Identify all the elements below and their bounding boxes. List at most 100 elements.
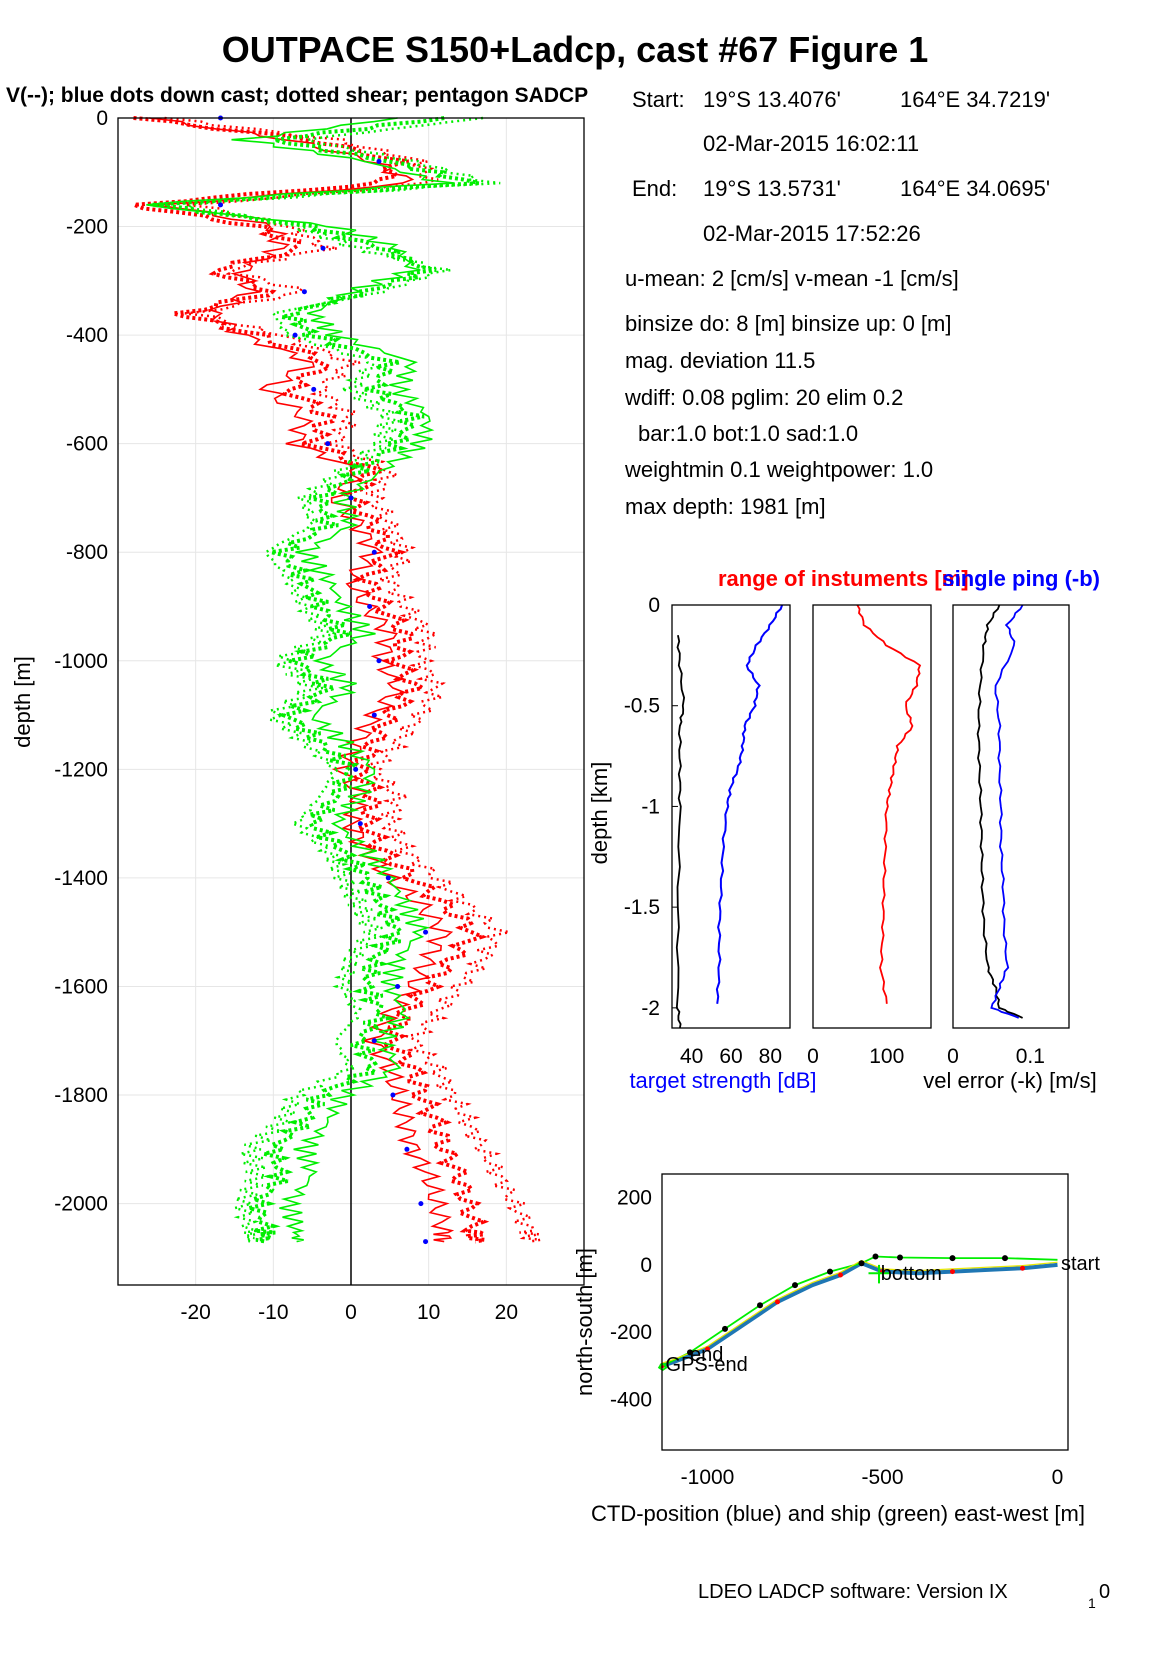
x-tick-label: -20 — [180, 1301, 210, 1324]
main-ylabel: depth [m] — [10, 656, 35, 748]
x-tick-label: -10 — [258, 1301, 288, 1324]
downcast-dot — [404, 1146, 410, 1152]
y-tick-label: -400 — [66, 324, 108, 347]
profile-series-green — [152, 116, 480, 1244]
downcast-dot — [385, 875, 391, 881]
x-tick-label: 100 — [869, 1045, 904, 1068]
downcast-dot — [301, 289, 307, 295]
downcast-dot — [371, 1038, 377, 1044]
max-depth: max depth: 1981 [m] — [625, 494, 826, 519]
track-dblue — [661, 1260, 1058, 1368]
y-tick-label: -1400 — [54, 867, 108, 890]
single-ping-title: single ping (-b) — [942, 566, 1100, 591]
profile-series-red — [164, 116, 541, 1243]
end-lat: 19°S 13.5731' — [703, 176, 841, 201]
x-tick-label: -500 — [861, 1466, 903, 1489]
downcast-dot — [325, 441, 331, 447]
y-tick-label: -1 — [641, 795, 660, 818]
range-panel: 0 100 — [807, 604, 932, 1068]
profile-series-green — [146, 117, 455, 1243]
end-lon: 164°E 34.0695' — [900, 176, 1050, 201]
axes-frame — [661, 1173, 1069, 1451]
y-tick-label: 0 — [648, 594, 660, 617]
x-tick-label: 0 — [345, 1301, 357, 1324]
ctd-marker — [705, 1346, 710, 1352]
gps-end-label: GPS-end — [666, 1354, 748, 1376]
downcast-dot — [371, 712, 377, 718]
pos-ylabel: north-south [m] — [572, 1248, 597, 1396]
profile-series-red — [149, 117, 455, 1243]
downcast-dot — [371, 549, 377, 555]
start-lon: 164°E 34.7219' — [900, 87, 1050, 112]
y-tick-label: -200 — [610, 1321, 652, 1344]
y-tick-label: -1200 — [54, 758, 108, 781]
footer-subscript: 1 — [1088, 1595, 1096, 1611]
downcast-dot — [390, 1092, 396, 1098]
y-tick-label: 0 — [96, 107, 108, 130]
ship-marker — [827, 1268, 833, 1275]
end-label: End: — [632, 176, 677, 201]
downcast-dot — [357, 821, 363, 827]
ts-xlabel: target strength [dB] — [629, 1068, 816, 1093]
axes-frame — [117, 117, 585, 1286]
mag-deviation: mag. deviation 11.5 — [625, 348, 815, 373]
ship-marker — [949, 1255, 956, 1262]
downcast-dot — [292, 332, 298, 338]
start-lat: 19°S 13.4076' — [703, 87, 841, 112]
footer-tail: 0 — [1099, 1581, 1110, 1603]
binsize: binsize do: 8 [m] binsize up: 0 [m] — [625, 311, 952, 336]
range-title: range of instuments [m] — [718, 566, 969, 591]
track-green — [661, 1255, 1058, 1367]
wdiff: wdiff: 0.08 pglim: 20 elim 0.2 — [624, 385, 903, 410]
downcast-dot — [423, 1239, 429, 1245]
ctd-marker — [1020, 1265, 1025, 1271]
x-tick-label: 80 — [759, 1045, 782, 1068]
profile-series-green — [186, 116, 501, 1243]
axes-frame — [952, 604, 1070, 1029]
x-tick-label: 0.1 — [1016, 1045, 1045, 1068]
axes-frame — [812, 604, 932, 1029]
velocity-profile-panel: -20 -10 0 10 20 0 -200 -400 -600 -800 -1000 -1200 -1… — [54, 107, 585, 1324]
downcast-dot — [367, 604, 373, 610]
y-tick-label: -200 — [66, 216, 108, 239]
target-strength-panel: 40 60 80 0 -0.5 -1 -1.5 -2 — [624, 594, 791, 1068]
vel-error-panel: 0 0.1 — [947, 604, 1070, 1068]
start-label: start — [1061, 1253, 1100, 1275]
y-tick-label: -2000 — [54, 1193, 108, 1216]
end-time: 02-Mar-2015 17:52:26 — [703, 221, 921, 246]
bottom-label: bottom — [881, 1263, 942, 1285]
ship-marker — [757, 1302, 763, 1309]
cast-info: Start: 19°S 13.4076' 164°E 34.7219' 02-M… — [624, 87, 1050, 519]
small-ylabel: depth [km] — [587, 762, 612, 865]
ctd-marker — [838, 1272, 843, 1278]
track-yellow — [661, 1259, 1058, 1364]
y-tick-label: -600 — [66, 433, 108, 456]
x-tick-label: 60 — [719, 1045, 742, 1068]
start-label: Start: — [632, 87, 685, 112]
figure-subtitle: V(--); blue dots down cast; dotted shear… — [6, 84, 588, 107]
downcast-dot — [320, 245, 326, 251]
downcast-dot — [348, 495, 354, 501]
y-tick-label: 200 — [617, 1187, 652, 1210]
downcast-dot — [353, 766, 359, 772]
pos-xlabel: CTD-position (blue) and ship (green) eas… — [591, 1501, 1085, 1526]
y-tick-label: -1600 — [54, 975, 108, 998]
axes-frame — [671, 604, 791, 1029]
ship-marker — [1002, 1255, 1008, 1262]
y-tick-label: -800 — [66, 541, 108, 564]
ship-marker — [872, 1253, 879, 1260]
x-tick-label: 0 — [807, 1045, 819, 1068]
ctd-marker — [775, 1299, 780, 1305]
small-series-blue — [715, 604, 784, 1004]
x-tick-label: 40 — [680, 1045, 703, 1068]
err-xlabel: vel error (-k) [m/s] — [923, 1068, 1097, 1093]
ctd-marker — [950, 1269, 955, 1275]
figure-title: OUTPACE S150+Ladcp, cast #67 Figure 1 — [222, 29, 929, 70]
x-tick-label: 10 — [417, 1301, 440, 1324]
downcast-dot — [376, 658, 382, 664]
y-tick-label: -0.5 — [624, 695, 660, 718]
y-tick-label: -1.5 — [624, 896, 660, 919]
mean-velocity: u-mean: 2 [cm/s] v-mean -1 [cm/s] — [625, 266, 959, 291]
ship-marker — [897, 1254, 903, 1261]
